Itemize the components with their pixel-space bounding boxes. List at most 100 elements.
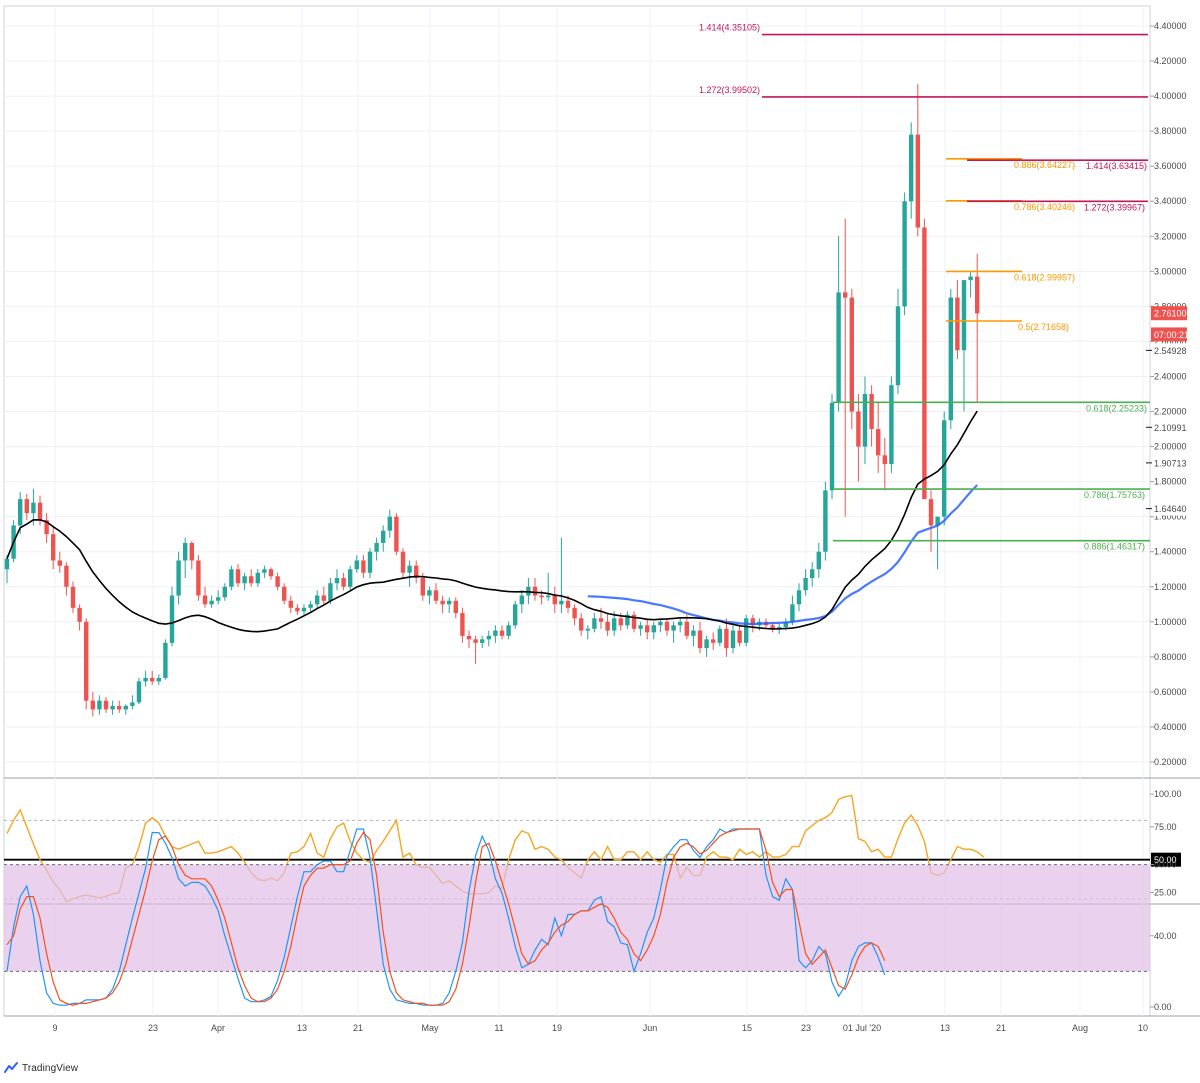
candle-down [750, 618, 755, 626]
candle-up [169, 595, 175, 643]
candle-down [420, 578, 425, 596]
fib-level-label: 0.786(1.75763) [1084, 490, 1145, 500]
candle-up [328, 583, 333, 601]
candle-down [84, 621, 89, 701]
candle-down [321, 595, 326, 601]
candle-down [645, 625, 650, 633]
price-marker-bg [1151, 420, 1187, 435]
candle-down [341, 578, 346, 587]
candle-down [189, 542, 194, 561]
candle-down [631, 614, 637, 629]
candle-down [572, 607, 577, 619]
candle-down [473, 639, 478, 643]
stochastic-y-tick-label: 80.00 [1154, 860, 1177, 870]
y-tick-label: 1.60000 [1154, 512, 1187, 522]
candle-up [889, 385, 894, 465]
candle-down [843, 292, 848, 298]
candle-up [810, 569, 815, 578]
candle-down [552, 595, 557, 605]
x-tick-label: 21 [353, 1023, 363, 1033]
candle-down [103, 700, 109, 710]
candle-up [592, 618, 597, 629]
candle-up [559, 600, 564, 605]
candle-up [387, 516, 392, 531]
candle-up [862, 394, 868, 447]
moving-average-blue [587, 484, 978, 626]
y-tick-label: 3.60000 [1154, 161, 1187, 171]
candle-up [506, 625, 511, 636]
candle-down [605, 621, 610, 631]
candle-down [282, 586, 287, 601]
candle-up [678, 621, 683, 626]
candle-up [308, 604, 313, 608]
stochastic-y-tick-label: 40.00 [1154, 931, 1177, 941]
y-tick-label: 3.40000 [1154, 196, 1187, 206]
candle-down [64, 565, 69, 587]
candle-down [466, 635, 472, 640]
y-tick-label: 0.40000 [1154, 722, 1187, 732]
candle-down [697, 630, 703, 649]
y-tick-label: 2.20000 [1154, 407, 1187, 417]
candle-up [136, 681, 142, 703]
candle-down [394, 516, 399, 552]
y-tick-label: 3.00000 [1154, 266, 1187, 276]
x-tick-label: 21 [996, 1023, 1006, 1033]
candle-down [579, 618, 584, 631]
candle-up [216, 597, 221, 601]
price-marker-bg [1151, 501, 1187, 516]
candle-down [275, 576, 280, 587]
candle-up [902, 201, 907, 307]
candle-down [618, 618, 623, 626]
candle-up [546, 595, 551, 598]
last-price-badge-text: 07:00:21 [1154, 330, 1189, 340]
tradingview-logo[interactable]: TradingView [4, 1059, 78, 1077]
y-tick-label: 1.20000 [1154, 582, 1187, 592]
x-tick-label: 23 [801, 1023, 811, 1033]
candle-down [711, 639, 716, 643]
price-marker-label: 1.90713 [1154, 458, 1187, 468]
candle-down [915, 134, 920, 228]
candle-up [315, 595, 320, 605]
x-tick-label: 10 [1138, 1023, 1148, 1033]
candle-down [57, 560, 62, 566]
chart-canvas[interactable]: 9 23 Apr 13 21 May 11 19 Jun 15 23 01 Jul '20 13 21 Au… [0, 0, 1200, 1059]
last-price-badge [1151, 327, 1187, 342]
candle-up [4, 558, 10, 570]
y-tick-label: 0.20000 [1154, 757, 1187, 767]
candle-down [539, 595, 544, 598]
y-tick-label: 1.00000 [1154, 617, 1187, 627]
y-tick-label: 2.60000 [1154, 336, 1187, 346]
candle-up [895, 306, 901, 386]
candle-down [460, 613, 465, 636]
candle-down [196, 560, 201, 596]
candle-up [704, 639, 709, 649]
candle-down [433, 590, 439, 601]
candle-down [684, 621, 689, 636]
candle-down [440, 600, 445, 605]
fib-level-label: 0.5(2.71658) [1018, 322, 1069, 332]
candle-up [777, 627, 782, 629]
candle-up [638, 625, 643, 629]
candle-up [110, 705, 115, 710]
y-tick-label: 0.60000 [1154, 687, 1187, 697]
candle-up [229, 569, 234, 587]
price-marker-bg [1151, 455, 1187, 470]
tradingview-logo-icon [4, 1062, 18, 1073]
candle-down [453, 600, 458, 614]
candle-up [585, 628, 590, 631]
x-tick-label: Apr [211, 1023, 225, 1033]
candle-down [849, 297, 854, 412]
candle-up [381, 530, 386, 543]
fib-level-label: 1.272(3.39967) [1084, 202, 1145, 212]
candle-up [671, 625, 676, 631]
y-tick-label: 1.40000 [1154, 547, 1187, 557]
candle-up [625, 614, 630, 626]
candle-up [823, 490, 828, 552]
last-price-badge [1151, 306, 1187, 321]
candle-up [486, 635, 491, 640]
candle-up [942, 420, 947, 517]
candle-up [156, 677, 161, 682]
candle-up [301, 607, 307, 612]
candle-down [922, 227, 927, 500]
y-tick-label: 1.80000 [1154, 477, 1187, 487]
